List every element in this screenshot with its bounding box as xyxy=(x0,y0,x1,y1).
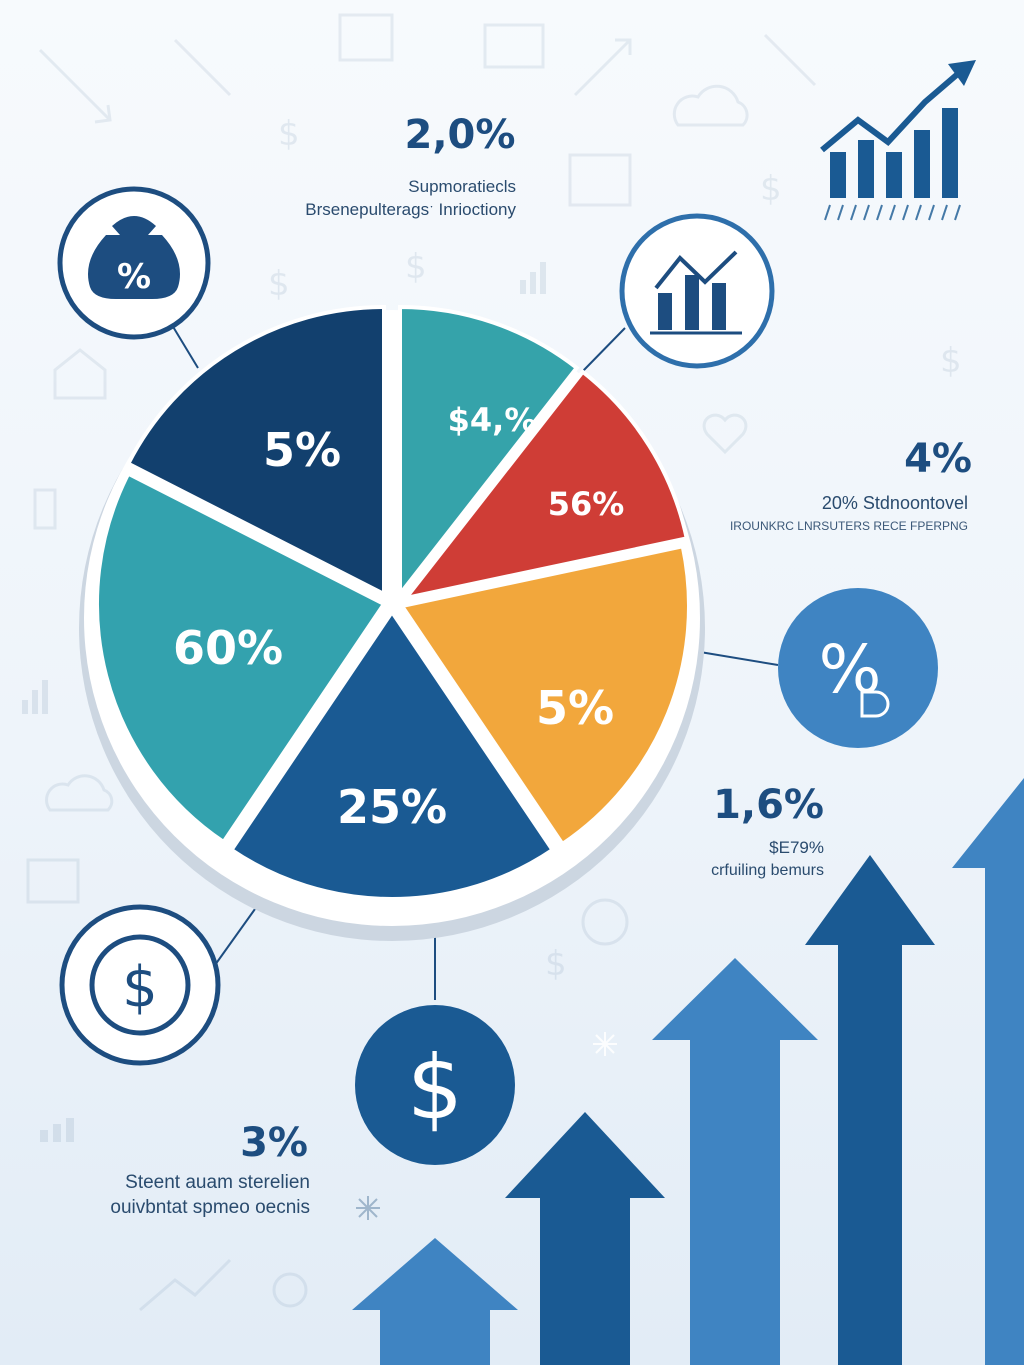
svg-text:$: $ xyxy=(122,955,158,1020)
svg-text:$: $ xyxy=(405,247,427,287)
bottom-left-callout-line1: Steent auam sterelien xyxy=(125,1172,310,1193)
svg-text:%: % xyxy=(819,631,882,708)
pie-slice-2 xyxy=(398,304,580,600)
rising-arrows xyxy=(352,778,1024,1365)
pie-slice-label-4: 5% xyxy=(536,681,614,735)
right-mid-callout-value: 4% xyxy=(904,436,972,482)
top-callout-value: 2,0% xyxy=(404,112,516,158)
svg-text:$: $ xyxy=(545,944,567,984)
sparkle-icons xyxy=(593,1032,617,1056)
right-low-callout-value: 1,6% xyxy=(713,782,824,828)
pie-slice-label-2: $4,% xyxy=(448,401,537,439)
right-mid-callout-line2: IROUNKRC LNRSUTERS RECE FPERPNG xyxy=(729,519,968,533)
pie-slice-4 xyxy=(398,543,691,847)
pie-slice-label-5: 25% xyxy=(337,780,447,834)
svg-text:$: $ xyxy=(760,169,782,209)
right-mid-callout-line1: 20% Stdnoontovel xyxy=(821,493,968,513)
background-decorations xyxy=(26,13,817,1312)
percent-badge-icon: % xyxy=(778,588,938,748)
svg-text:$: $ xyxy=(278,114,300,154)
pie-slice-label-1: 5% xyxy=(263,423,341,477)
dollar-coin-icon: $ xyxy=(355,1005,515,1165)
arrow-2 xyxy=(505,1112,665,1365)
arrow-5 xyxy=(952,778,1024,1365)
svg-text:$: $ xyxy=(940,341,962,381)
growth-chart-icon xyxy=(619,213,775,369)
pie-slice-label-3: 56% xyxy=(548,485,625,523)
top-callout-line2: Brsenepulteragsˑ Inrioctiony xyxy=(305,200,516,219)
svg-text:%: % xyxy=(117,257,151,297)
dollar-circle-icon: $ xyxy=(59,904,221,1066)
bottom-left-callout-value: 3% xyxy=(240,1120,308,1166)
pie-slice-3 xyxy=(401,369,690,602)
bottom-left-callout-line2: ouivbntat spmeo oecnis xyxy=(110,1197,310,1218)
arrow-1 xyxy=(352,1238,518,1365)
right-low-callout-line1: $E79% xyxy=(769,838,824,857)
svg-text:$: $ xyxy=(407,1036,463,1139)
money-bag-percent-icon: % xyxy=(57,186,211,340)
svg-text:$: $ xyxy=(268,264,290,304)
arrow-3 xyxy=(652,958,818,1365)
arrow-4 xyxy=(805,855,935,1365)
pie-chart: 5% $4,% 56% 5% 25% 60% xyxy=(79,304,705,941)
background-bars xyxy=(22,262,546,1142)
right-low-callout-line2: crfuiling bemurs xyxy=(711,862,824,879)
background-dollar-glyphs: $ $ $ $ $ $ xyxy=(268,114,962,984)
trend-logo-icon xyxy=(820,60,976,221)
pie-slice-1 xyxy=(125,304,386,598)
sparkle-icons-2 xyxy=(356,1196,380,1220)
pie-slice-label-6: 60% xyxy=(173,621,283,675)
pie-slice-5 xyxy=(228,608,556,901)
top-callout-line1: Supmoratiecls xyxy=(408,177,516,196)
pie-slice-6 xyxy=(95,471,387,845)
